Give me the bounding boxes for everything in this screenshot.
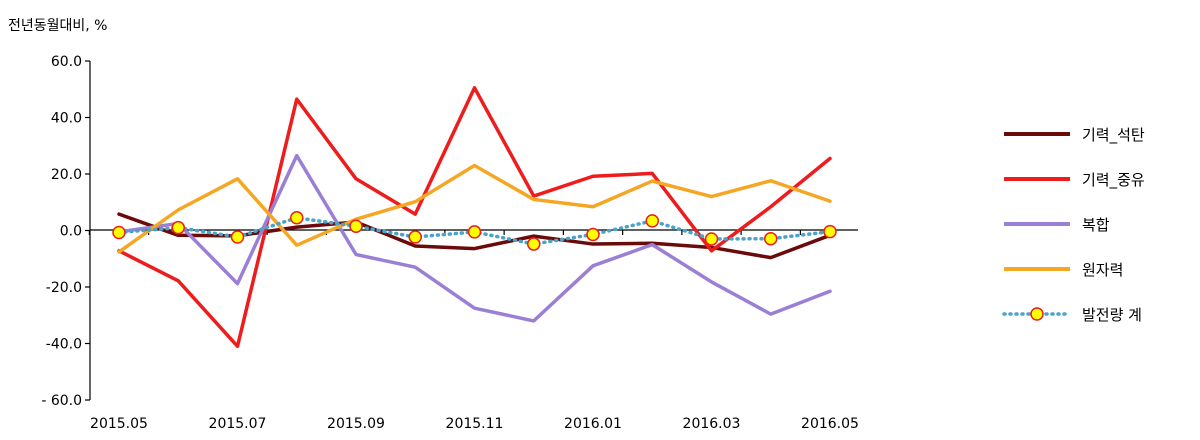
- series-line: [117, 153, 832, 323]
- y-tick-label: 60.0: [51, 54, 82, 70]
- data-point: [349, 219, 363, 234]
- series-3: [117, 153, 832, 323]
- x-tick-label: 2016.05: [801, 416, 859, 432]
- legend-marker: [1030, 307, 1044, 321]
- y-axis-label: 전년동월대비, %: [8, 18, 107, 34]
- series-line: [117, 163, 832, 254]
- x-tick-label: 2015.07: [209, 416, 267, 432]
- data-point: [527, 237, 541, 251]
- legend-label: 발전량 계: [1082, 306, 1142, 324]
- x-tick-label: 2016.03: [683, 416, 741, 432]
- legend-label: 원자력: [1082, 261, 1123, 279]
- series-2: [117, 86, 832, 349]
- series-line: [117, 86, 832, 349]
- x-tick-label: 2015.05: [90, 416, 148, 432]
- legend-label: 복합: [1082, 216, 1110, 234]
- y-tick-label: - 60.0: [41, 393, 82, 409]
- data-point: [290, 211, 304, 225]
- series-5: [112, 211, 837, 251]
- x-tick-label: 2015.09: [327, 416, 385, 432]
- x-tick-label: 2016.01: [564, 416, 622, 432]
- series-4: [117, 163, 832, 254]
- y-tick-label: 40.0: [51, 111, 82, 127]
- series-layer: [112, 86, 837, 349]
- data-point: [171, 220, 185, 235]
- data-point: [112, 225, 126, 240]
- data-point: [645, 214, 659, 228]
- legend-item: 원자력: [1004, 261, 1123, 279]
- axes: 60.0 40.0 20.0 0.0 -20.0 -40.0 - 60.0 2015.05 20…: [41, 54, 859, 432]
- y-tick-label: -40.0: [46, 337, 82, 353]
- legend-item: 기력_석탄: [1004, 126, 1145, 145]
- legend-label: 기력_석탄: [1082, 126, 1145, 145]
- data-point: [230, 230, 245, 244]
- y-tick-label: 0.0: [60, 224, 82, 240]
- data-point: [764, 231, 778, 246]
- data-point: [823, 224, 837, 239]
- data-point: [408, 230, 422, 244]
- x-tick-label: 2015.11: [446, 416, 504, 432]
- data-point: [586, 227, 600, 242]
- y-tick-label: -20.0: [46, 280, 82, 296]
- legend-item: 발전량 계: [1002, 306, 1142, 324]
- legend-label: 기력_중유: [1082, 171, 1145, 190]
- data-point: [467, 225, 482, 239]
- y-tick-label: 20.0: [51, 167, 82, 183]
- legend-item: 기력_중유: [1004, 171, 1145, 190]
- data-point: [704, 232, 719, 246]
- legend-item: 복합: [1004, 216, 1110, 234]
